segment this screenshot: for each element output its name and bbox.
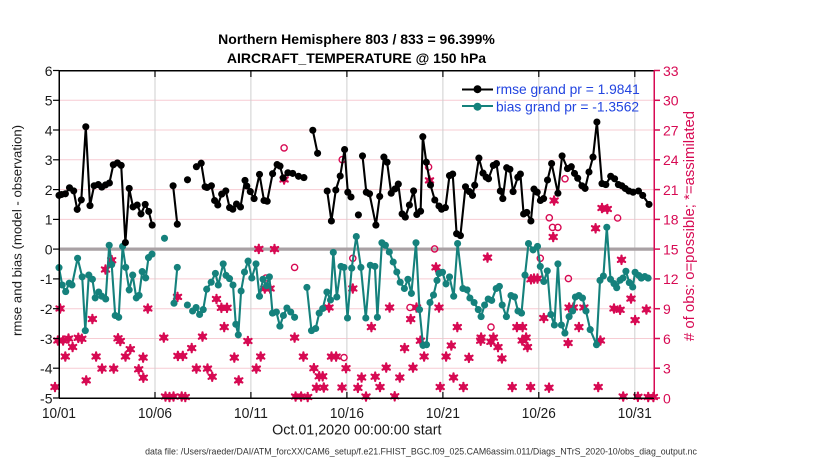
svg-text:# of obs: o=possible; *=assimi: # of obs: o=possible; *=assimilated xyxy=(682,111,698,341)
svg-text:6: 6 xyxy=(45,63,53,79)
svg-text:0: 0 xyxy=(45,241,53,257)
svg-text:data file: /Users/raeder/DAI/A: data file: /Users/raeder/DAI/ATM_forcXX/… xyxy=(145,447,697,457)
svg-text:-2: -2 xyxy=(40,301,53,317)
svg-text:10/21: 10/21 xyxy=(426,406,460,422)
svg-text:33: 33 xyxy=(663,63,679,79)
svg-text:3: 3 xyxy=(45,152,53,168)
svg-text:Northern Hemisphere 803 / 833: Northern Hemisphere 803 / 833 = 96.399% xyxy=(218,31,495,47)
svg-text:-5: -5 xyxy=(40,390,53,406)
svg-text:4: 4 xyxy=(45,122,53,138)
svg-text:-4: -4 xyxy=(40,361,53,377)
svg-text:10/16: 10/16 xyxy=(330,406,364,422)
svg-text:10/26: 10/26 xyxy=(522,406,556,422)
svg-text:-1: -1 xyxy=(40,271,53,287)
svg-text:rmse grand pr = 1.9841: rmse grand pr = 1.9841 xyxy=(496,82,640,97)
svg-text:21: 21 xyxy=(663,182,679,198)
svg-text:Oct.01,2020 00:00:00 start: Oct.01,2020 00:00:00 start xyxy=(272,423,441,439)
svg-text:9: 9 xyxy=(663,301,671,317)
svg-text:10/06: 10/06 xyxy=(138,406,172,422)
svg-text:10/11: 10/11 xyxy=(234,406,268,422)
svg-text:24: 24 xyxy=(663,152,679,168)
svg-text:3: 3 xyxy=(663,361,671,377)
svg-text:6: 6 xyxy=(663,331,671,347)
svg-text:0: 0 xyxy=(663,390,671,406)
svg-text:bias grand pr = -1.3562: bias grand pr = -1.3562 xyxy=(496,100,639,115)
svg-text:AIRCRAFT_TEMPERATURE @ 150 hPa: AIRCRAFT_TEMPERATURE @ 150 hPa xyxy=(227,50,486,66)
svg-text:18: 18 xyxy=(663,212,679,228)
svg-text:10/01: 10/01 xyxy=(42,406,76,422)
svg-text:rmse and bias (model - observa: rmse and bias (model - observation) xyxy=(10,125,25,336)
svg-text:2: 2 xyxy=(45,182,53,198)
svg-text:12: 12 xyxy=(663,271,679,287)
svg-text:10/31: 10/31 xyxy=(618,406,652,422)
svg-text:15: 15 xyxy=(663,241,679,257)
svg-text:30: 30 xyxy=(663,93,679,109)
svg-text:-3: -3 xyxy=(40,331,53,347)
svg-text:27: 27 xyxy=(663,122,679,138)
svg-text:5: 5 xyxy=(45,93,53,109)
svg-text:1: 1 xyxy=(45,212,53,228)
